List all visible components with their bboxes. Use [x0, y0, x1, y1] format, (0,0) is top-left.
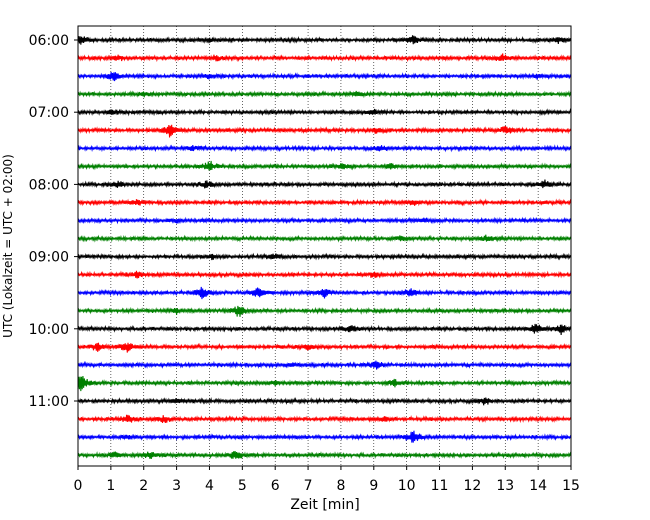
seismic-trace — [77, 234, 572, 243]
x-tick-label: 4 — [205, 478, 214, 494]
seismic-trace — [77, 323, 572, 335]
x-tick-label: 2 — [139, 478, 148, 494]
x-tick-label: 14 — [529, 478, 547, 494]
seismic-trace — [77, 252, 572, 261]
seismic-trace — [77, 360, 572, 370]
x-tick-label: 0 — [74, 478, 83, 494]
y-tick-label: 11:00 — [29, 394, 69, 410]
x-tick-label: 5 — [238, 478, 247, 494]
seismic-trace — [77, 90, 572, 99]
y-tick-label: 08:00 — [29, 177, 69, 193]
x-tick-label: 11 — [431, 478, 449, 494]
seismic-trace — [77, 124, 572, 138]
seismic-trace — [77, 53, 572, 63]
seismic-trace — [77, 108, 572, 117]
seismic-trace — [77, 71, 572, 82]
vertical-grid-lines — [110, 26, 539, 466]
x-tick-label: 10 — [398, 478, 416, 494]
seismic-trace — [77, 414, 572, 424]
x-tick-label: 7 — [304, 478, 313, 494]
seismic-trace — [77, 198, 572, 207]
seismic-trace — [77, 179, 572, 189]
seismic-trace — [77, 160, 572, 171]
x-tick-label: 15 — [562, 478, 580, 494]
y-tick-label: 07:00 — [29, 105, 69, 121]
seismic-trace — [77, 375, 572, 392]
y-tick-label: 09:00 — [29, 250, 69, 266]
seismic-trace — [77, 216, 572, 225]
seismic-trace — [77, 430, 572, 443]
seismic-trace — [77, 396, 572, 406]
seismic-traces — [77, 35, 572, 460]
x-tick-label: 9 — [369, 478, 378, 494]
seismic-trace — [77, 342, 572, 353]
x-tick-label: 6 — [271, 478, 280, 494]
x-tick-label: 3 — [172, 478, 181, 494]
seismic-trace — [77, 286, 572, 300]
x-axis-ticks: 0 1 2 3 4 5 6 7 8 9 10 11 12 13 14 15 — [74, 466, 580, 494]
y-axis-ticks: 06:00 07:00 08:00 09:00 10:00 11:00 — [29, 33, 78, 410]
y-axis-label: UTC (Lokalzeit = UTC + 02:00) — [1, 154, 15, 338]
seismic-trace — [77, 270, 572, 279]
x-tick-label: 8 — [336, 478, 345, 494]
y-tick-label: 10:00 — [29, 322, 69, 338]
y-tick-label: 06:00 — [29, 33, 69, 49]
x-tick-label: 1 — [106, 478, 115, 494]
plot-frame — [77, 25, 572, 467]
x-axis-label: Zeit [min] — [290, 497, 359, 513]
seismic-trace — [77, 305, 572, 317]
seismic-trace — [77, 451, 572, 460]
x-tick-label: 12 — [463, 478, 481, 494]
seismic-trace — [77, 35, 572, 45]
x-tick-label: 13 — [496, 478, 514, 494]
seismic-trace — [77, 144, 572, 153]
